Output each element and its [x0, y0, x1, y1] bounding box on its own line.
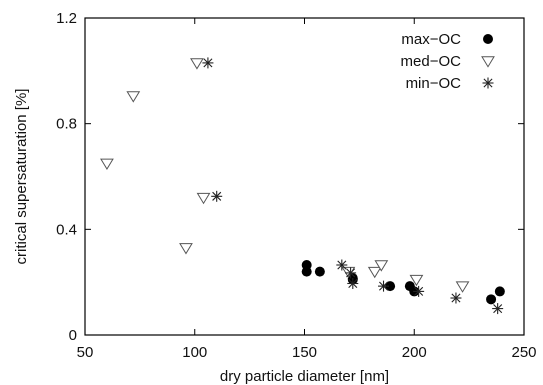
data-point-asterisk [413, 285, 425, 297]
data-point-open-triangle-down [196, 192, 211, 205]
data-point-asterisk [378, 280, 390, 292]
x-tick-label: 250 [511, 344, 536, 361]
data-point-asterisk [347, 277, 359, 289]
data-point-asterisk [202, 57, 214, 69]
y-tick-label: 1.2 [56, 10, 77, 27]
x-axis-title: dry particle diameter [nm] [220, 368, 389, 385]
legend: max−OC med−OC min−OC [401, 31, 495, 92]
data-point-open-triangle-down [179, 243, 193, 255]
legend-label: min−OC [406, 75, 462, 92]
legend-marker [482, 77, 494, 89]
data-point-filled-circle [494, 286, 505, 297]
legend-marker [483, 34, 493, 44]
data-point-open-triangle-down [374, 260, 389, 272]
data-point-asterisk [492, 303, 504, 315]
data-point-open-triangle-down [190, 58, 204, 70]
data-points [100, 57, 505, 315]
legend-marker [481, 56, 495, 68]
data-point-asterisk [450, 292, 462, 304]
data-point-open-triangle-down [100, 158, 114, 170]
x-axis-ticks: 50 100 150 200 250 [77, 18, 537, 361]
data-point-open-triangle-down [367, 266, 382, 279]
y-tick-label: 0.8 [56, 116, 77, 133]
data-point-asterisk [345, 267, 357, 279]
legend-label: max−OC [401, 31, 461, 48]
y-tick-label: 0.4 [56, 221, 77, 238]
data-point-open-triangle-down [455, 281, 470, 293]
data-point-filled-circle [301, 266, 312, 277]
data-point-filled-circle [486, 294, 497, 305]
data-point-asterisk [211, 190, 223, 202]
data-point-asterisk [336, 259, 348, 271]
data-point-open-triangle-down [409, 274, 424, 287]
y-axis-ticks: 0 0.4 0.8 1.2 [56, 10, 524, 344]
legend-label: med−OC [401, 53, 462, 70]
y-tick-label: 0 [69, 327, 77, 344]
y-axis-title: critical supersaturation [%] [13, 89, 30, 265]
x-tick-label: 50 [77, 344, 94, 361]
data-point-filled-circle [385, 281, 396, 292]
data-point-filled-circle [314, 266, 325, 277]
data-point-open-triangle-down [126, 91, 141, 103]
x-tick-label: 100 [182, 344, 207, 361]
x-tick-label: 200 [402, 344, 427, 361]
x-tick-label: 150 [292, 344, 317, 361]
